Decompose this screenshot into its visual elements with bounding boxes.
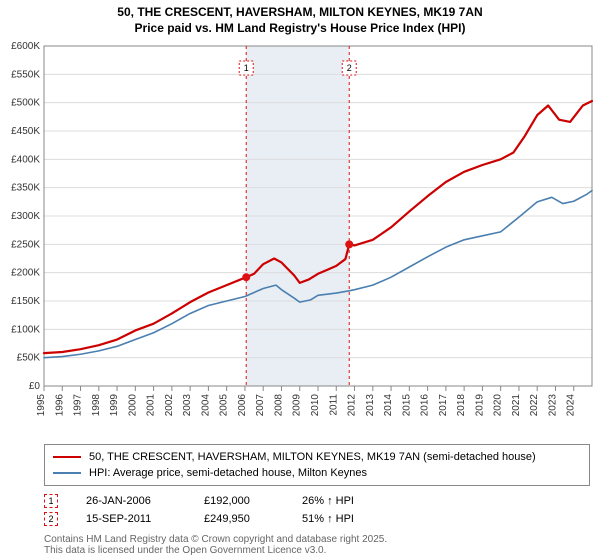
svg-text:2002: 2002: [164, 394, 175, 417]
title-line-2: Price paid vs. HM Land Registry's House …: [10, 20, 590, 36]
svg-text:2014: 2014: [383, 394, 394, 417]
chart-svg: £0 £50K £100K £150K £200K £250K £300K £350K £400…: [0, 38, 600, 438]
sale-price: £192,000: [204, 495, 274, 507]
attribution-line: Contains HM Land Registry data © Crown c…: [44, 534, 590, 545]
svg-text:1998: 1998: [91, 394, 102, 417]
svg-text:£400K: £400K: [11, 155, 40, 166]
legend-item: HPI: Average price, semi-detached house,…: [53, 465, 581, 481]
svg-text:2018: 2018: [456, 394, 467, 417]
svg-text:1999: 1999: [109, 394, 120, 417]
legend-item: 50, THE CRESCENT, HAVERSHAM, MILTON KEYN…: [53, 449, 581, 465]
legend-label: 50, THE CRESCENT, HAVERSHAM, MILTON KEYN…: [89, 451, 536, 463]
svg-text:2006: 2006: [237, 394, 248, 417]
svg-text:2016: 2016: [420, 394, 431, 417]
svg-text:2024: 2024: [566, 394, 577, 417]
svg-text:2003: 2003: [182, 394, 193, 417]
svg-text:2008: 2008: [273, 394, 284, 417]
svg-text:2009: 2009: [292, 394, 303, 417]
sale-row: 2 15-SEP-2011 £249,950 51% ↑ HPI: [44, 510, 590, 528]
title-line-1: 50, THE CRESCENT, HAVERSHAM, MILTON KEYN…: [10, 4, 590, 20]
sale-marker-icon: 1: [44, 494, 58, 508]
svg-text:2011: 2011: [328, 394, 339, 416]
sale-delta: 51% ↑ HPI: [302, 513, 354, 525]
svg-text:£350K: £350K: [11, 183, 40, 194]
svg-text:1996: 1996: [54, 394, 65, 417]
svg-text:2021: 2021: [511, 394, 522, 417]
legend-swatch: [53, 456, 81, 458]
legend: 50, THE CRESCENT, HAVERSHAM, MILTON KEYN…: [44, 444, 590, 486]
svg-text:2010: 2010: [310, 394, 321, 417]
attribution-line: This data is licensed under the Open Gov…: [44, 545, 590, 556]
svg-text:2015: 2015: [401, 394, 412, 417]
sale-price: £249,950: [204, 513, 274, 525]
svg-text:£100K: £100K: [11, 325, 40, 336]
svg-text:1997: 1997: [73, 394, 84, 417]
svg-text:£0: £0: [29, 381, 41, 392]
svg-text:2007: 2007: [255, 394, 266, 417]
svg-text:£250K: £250K: [11, 240, 40, 251]
svg-text:2005: 2005: [219, 394, 230, 417]
svg-text:2012: 2012: [347, 394, 358, 417]
svg-text:£300K: £300K: [11, 211, 40, 222]
svg-text:2: 2: [347, 63, 352, 73]
chart-area: £0 £50K £100K £150K £200K £250K £300K £350K £400…: [0, 38, 600, 438]
attribution: Contains HM Land Registry data © Crown c…: [44, 534, 590, 556]
svg-text:£150K: £150K: [11, 296, 40, 307]
legend-swatch: [53, 472, 81, 474]
svg-text:1995: 1995: [36, 394, 47, 417]
svg-text:2013: 2013: [365, 394, 376, 417]
svg-text:2000: 2000: [127, 394, 138, 417]
svg-text:£600K: £600K: [11, 41, 40, 52]
svg-text:2019: 2019: [474, 394, 485, 417]
svg-text:2022: 2022: [529, 394, 540, 417]
svg-text:£200K: £200K: [11, 268, 40, 279]
svg-text:1: 1: [244, 63, 249, 73]
svg-text:2004: 2004: [200, 394, 211, 417]
sale-row: 1 26-JAN-2006 £192,000 26% ↑ HPI: [44, 492, 590, 510]
svg-text:£50K: £50K: [17, 353, 41, 364]
svg-text:2017: 2017: [438, 394, 449, 417]
legend-label: HPI: Average price, semi-detached house,…: [89, 467, 367, 479]
svg-text:2020: 2020: [493, 394, 504, 417]
sales-table: 1 26-JAN-2006 £192,000 26% ↑ HPI 2 15-SE…: [44, 492, 590, 528]
svg-text:2001: 2001: [146, 394, 157, 417]
svg-text:2023: 2023: [547, 394, 558, 417]
sale-date: 15-SEP-2011: [86, 513, 176, 525]
sale-marker-icon: 2: [44, 512, 58, 526]
svg-text:£550K: £550K: [11, 70, 40, 81]
sale-delta: 26% ↑ HPI: [302, 495, 354, 507]
svg-text:£500K: £500K: [11, 98, 40, 109]
chart-title-block: 50, THE CRESCENT, HAVERSHAM, MILTON KEYN…: [0, 0, 600, 38]
sale-date: 26-JAN-2006: [86, 495, 176, 507]
svg-text:£450K: £450K: [11, 126, 40, 137]
